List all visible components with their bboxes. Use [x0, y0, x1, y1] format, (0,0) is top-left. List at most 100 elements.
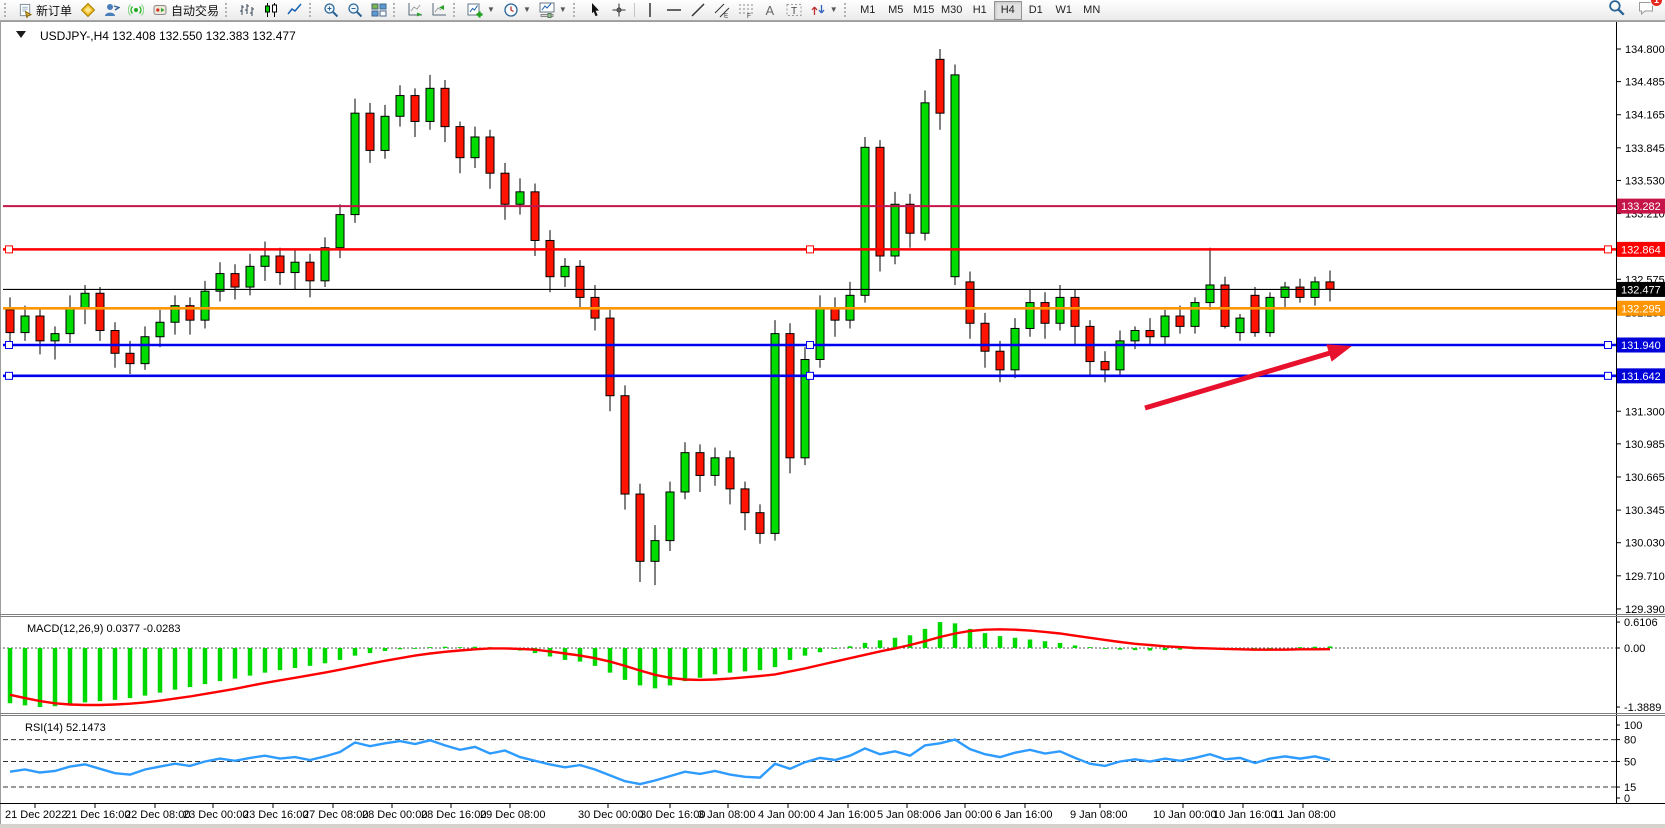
candle[interactable] [890, 203, 900, 257]
candle[interactable] [980, 322, 990, 352]
candle[interactable] [470, 136, 480, 159]
candle[interactable] [995, 350, 1005, 371]
line-handle[interactable] [5, 341, 13, 350]
candle[interactable] [125, 352, 135, 365]
toolbar-grip[interactable] [572, 3, 579, 17]
candle[interactable] [1295, 286, 1305, 298]
candle[interactable] [650, 540, 660, 562]
candle[interactable] [770, 333, 780, 534]
line-handle[interactable] [5, 245, 13, 254]
candlestick-series[interactable] [5, 49, 1335, 586]
candle[interactable] [455, 126, 465, 159]
candle[interactable] [140, 336, 150, 365]
candle[interactable] [380, 115, 390, 151]
candle[interactable] [65, 307, 75, 335]
candle[interactable] [1250, 294, 1260, 334]
equidistant-channel-button[interactable]: E [710, 0, 734, 21]
timeframe-h1[interactable]: H1 [972, 4, 987, 16]
candle[interactable] [1325, 281, 1335, 290]
candle[interactable] [725, 457, 735, 490]
candle[interactable] [155, 321, 165, 338]
candle[interactable] [1220, 284, 1230, 327]
arrows-button[interactable]: ▼ [806, 0, 842, 21]
chevron-down-icon[interactable]: ▼ [522, 5, 531, 14]
candle[interactable] [275, 255, 285, 274]
market-watch-button[interactable] [76, 0, 100, 21]
candle[interactable] [305, 261, 315, 282]
trend-arrow[interactable] [1144, 344, 1352, 411]
zoom-in-button[interactable] [319, 0, 343, 21]
candle[interactable] [230, 273, 240, 288]
line-handle[interactable] [806, 341, 814, 350]
candlestick-chart-button[interactable] [259, 0, 283, 21]
candle[interactable] [950, 74, 960, 278]
candle[interactable] [1280, 286, 1290, 298]
candle[interactable] [185, 305, 195, 321]
candle[interactable] [425, 87, 435, 122]
periodicity-button[interactable]: ▼ [499, 0, 535, 21]
candle[interactable] [1145, 330, 1155, 338]
candle[interactable] [365, 112, 375, 151]
line-handle[interactable] [806, 371, 814, 380]
fibonacci-button[interactable]: F [734, 0, 758, 21]
candle[interactable] [710, 457, 720, 476]
candle[interactable] [1265, 296, 1275, 334]
candle[interactable] [830, 307, 840, 321]
crosshair-button[interactable] [607, 0, 631, 21]
tile-windows-button[interactable] [367, 0, 391, 21]
text-button[interactable]: A [758, 0, 782, 21]
search-button[interactable] [1608, 0, 1625, 21]
candle[interactable] [560, 265, 570, 278]
candle[interactable] [530, 191, 540, 241]
toolbar-grip[interactable] [453, 3, 459, 17]
candle[interactable] [815, 307, 825, 360]
candle[interactable] [245, 265, 255, 288]
candle[interactable] [695, 452, 705, 476]
timeframe-m15[interactable]: M15 [913, 4, 935, 16]
candle[interactable] [620, 395, 630, 495]
candle[interactable] [635, 493, 645, 562]
candle[interactable] [95, 292, 105, 332]
candle[interactable] [605, 317, 615, 397]
candle[interactable] [110, 330, 120, 354]
candle[interactable] [680, 452, 690, 493]
toolbar-grip[interactable] [843, 3, 850, 17]
candle[interactable] [320, 247, 330, 282]
timeframe-d1[interactable]: D1 [1028, 4, 1043, 16]
toolbar-grip[interactable] [4, 3, 10, 17]
candle[interactable] [1115, 340, 1125, 371]
candle[interactable] [1190, 302, 1200, 327]
candle[interactable] [800, 359, 810, 459]
candle[interactable] [80, 292, 90, 309]
cursor-button[interactable] [583, 0, 607, 21]
line-handle[interactable] [806, 245, 814, 254]
candle[interactable] [1055, 296, 1065, 324]
horizontal-line-button[interactable] [662, 0, 686, 21]
candle[interactable] [1175, 315, 1185, 327]
candle[interactable] [1070, 296, 1080, 327]
candle[interactable] [1100, 361, 1110, 371]
line-chart-button[interactable] [283, 0, 307, 21]
notifications-button[interactable]: 1 [1637, 0, 1663, 21]
timeframe-w1[interactable]: W1 [1055, 4, 1072, 16]
candle[interactable] [1160, 315, 1170, 338]
auto-scroll-button[interactable] [403, 0, 427, 21]
trendline-button[interactable] [686, 0, 710, 21]
one-click-collapse-icon[interactable] [16, 31, 26, 38]
toolbar-grip[interactable] [393, 3, 399, 17]
candle[interactable] [575, 265, 585, 298]
candle[interactable] [740, 488, 750, 514]
candle[interactable] [785, 333, 795, 459]
chart-properties-button[interactable]: ▼ [535, 0, 571, 21]
line-handle[interactable] [1604, 245, 1612, 254]
line-handle[interactable] [1604, 371, 1612, 380]
candle[interactable] [260, 255, 270, 267]
line-handle[interactable] [1604, 341, 1612, 350]
candle[interactable] [1010, 327, 1020, 371]
signals-button[interactable] [124, 0, 148, 21]
line-handle[interactable] [5, 371, 13, 380]
toolbar-grip[interactable] [225, 3, 231, 17]
chevron-down-icon[interactable]: ▼ [829, 5, 838, 14]
candle[interactable] [500, 172, 510, 205]
